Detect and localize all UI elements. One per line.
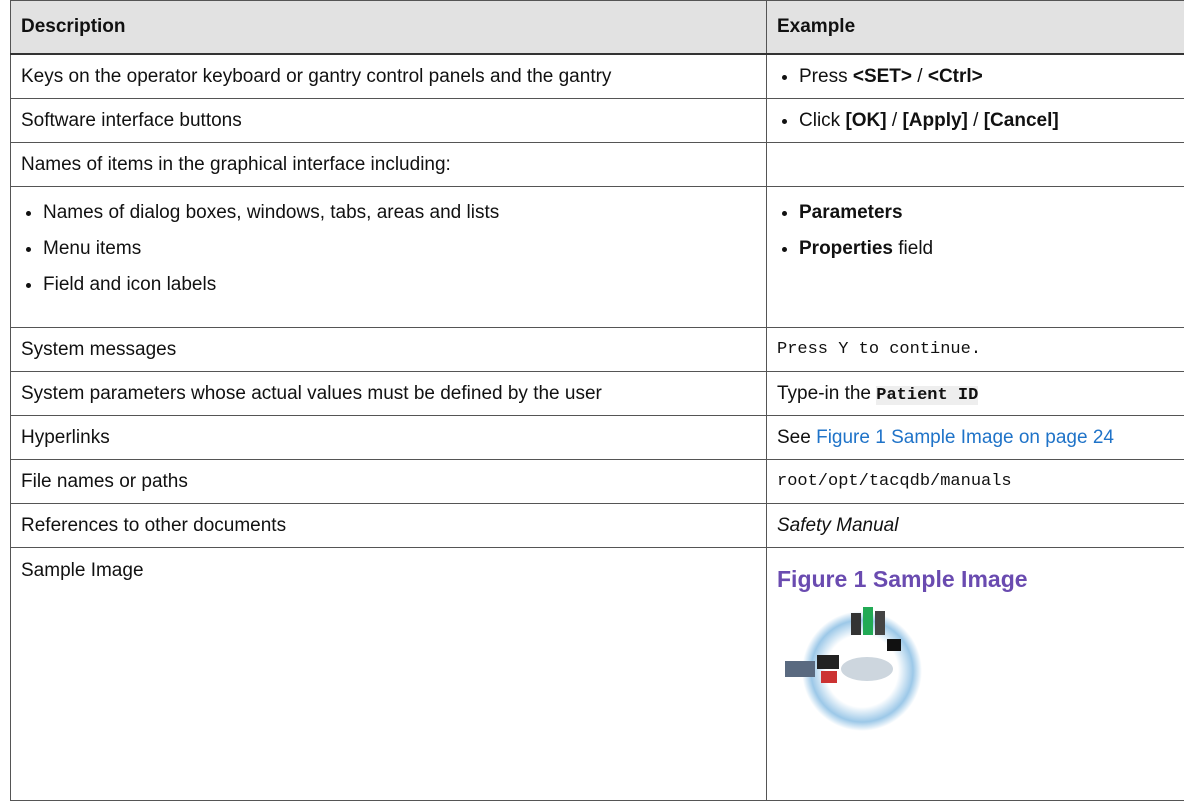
example: root/opt/tacqdb/manuals — [767, 460, 1184, 504]
row: Keys on the operator keyboard or gantry … — [11, 54, 1184, 99]
thumb — [851, 613, 861, 635]
button: [Apply] — [902, 110, 967, 131]
text: field — [893, 238, 933, 259]
thumb — [875, 611, 885, 635]
button: [OK] — [845, 110, 886, 131]
item-name: Properties — [799, 238, 893, 259]
thumb — [785, 661, 815, 677]
bullet: Names of dialog boxes, windows, tabs, ar… — [43, 195, 756, 231]
thumb — [887, 639, 901, 651]
conventions-table: Description Example Keys on the operator… — [10, 0, 1184, 801]
example — [767, 143, 1184, 187]
text: / — [912, 66, 928, 87]
row: File names or paths root/opt/tacqdb/manu… — [11, 460, 1184, 504]
row: Names of items in the graphical interfac… — [11, 143, 1184, 187]
row: Names of dialog boxes, windows, tabs, ar… — [11, 187, 1184, 328]
row: System parameters whose actual values mu… — [11, 372, 1184, 416]
item-name: Parameters — [799, 202, 903, 223]
key: <Ctrl> — [928, 66, 983, 87]
row: References to other documents Safety Man… — [11, 504, 1184, 548]
example: Figure 1 Sample Image — [767, 548, 1184, 801]
bullet: Properties field — [799, 231, 1184, 267]
header-row: Description Example — [11, 1, 1184, 55]
header-cell: Example — [767, 1, 1184, 55]
example: See Figure 1 Sample Image on page 24 — [767, 416, 1184, 460]
thumb — [817, 655, 839, 669]
example: Press Y to continue. — [767, 328, 1184, 372]
description: System parameters whose actual values mu… — [11, 372, 767, 416]
description: Names of dialog boxes, windows, tabs, ar… — [11, 187, 767, 328]
description: Names of items in the graphical interfac… — [11, 143, 767, 187]
document-ref: Safety Manual — [777, 515, 898, 536]
bullet: Field and icon labels — [43, 267, 756, 303]
bullet: Menu items — [43, 231, 756, 267]
button: [Cancel] — [984, 110, 1059, 131]
description: References to other documents — [11, 504, 767, 548]
text: See — [777, 427, 816, 448]
text: Press — [799, 66, 853, 87]
example: Parameters Properties field — [767, 187, 1184, 328]
text: Click — [799, 110, 845, 131]
example: Type-in the Patient ID — [767, 372, 1184, 416]
bullet: Press <SET> / <Ctrl> — [799, 59, 1184, 95]
description: System messages — [11, 328, 767, 372]
row: System messages Press Y to continue. — [11, 328, 1184, 372]
parameter: Patient ID — [876, 386, 978, 405]
example: Press <SET> / <Ctrl> — [767, 54, 1184, 99]
hyperlink[interactable]: Figure 1 Sample Image on page 24 — [816, 427, 1114, 448]
figure-caption: Figure 1 Sample Image — [777, 566, 1184, 593]
thumb — [863, 607, 873, 635]
description: Hyperlinks — [11, 416, 767, 460]
bullet: Click [OK] / [Apply] / [Cancel] — [799, 103, 1184, 139]
text: Type-in the — [777, 383, 876, 404]
key: <SET> — [853, 66, 912, 87]
row: Sample Image Figure 1 Sample Image — [11, 548, 1184, 801]
example: Click [OK] / [Apply] / [Cancel] — [767, 99, 1184, 143]
header-cell: Description — [11, 1, 767, 55]
gantry — [841, 657, 893, 681]
page: Description Example Keys on the operator… — [0, 0, 1184, 768]
description: File names or paths — [11, 460, 767, 504]
thumb — [821, 671, 837, 683]
description: Software interface buttons — [11, 99, 767, 143]
description: Keys on the operator keyboard or gantry … — [11, 54, 767, 99]
description: Sample Image — [11, 548, 767, 801]
row: Hyperlinks See Figure 1 Sample Image on … — [11, 416, 1184, 460]
example: Safety Manual — [767, 504, 1184, 548]
text: / — [968, 110, 984, 131]
bullet: Parameters — [799, 195, 1184, 231]
text: / — [887, 110, 903, 131]
row: Software interface buttons Click [OK] / … — [11, 99, 1184, 143]
sample-image — [777, 603, 927, 733]
